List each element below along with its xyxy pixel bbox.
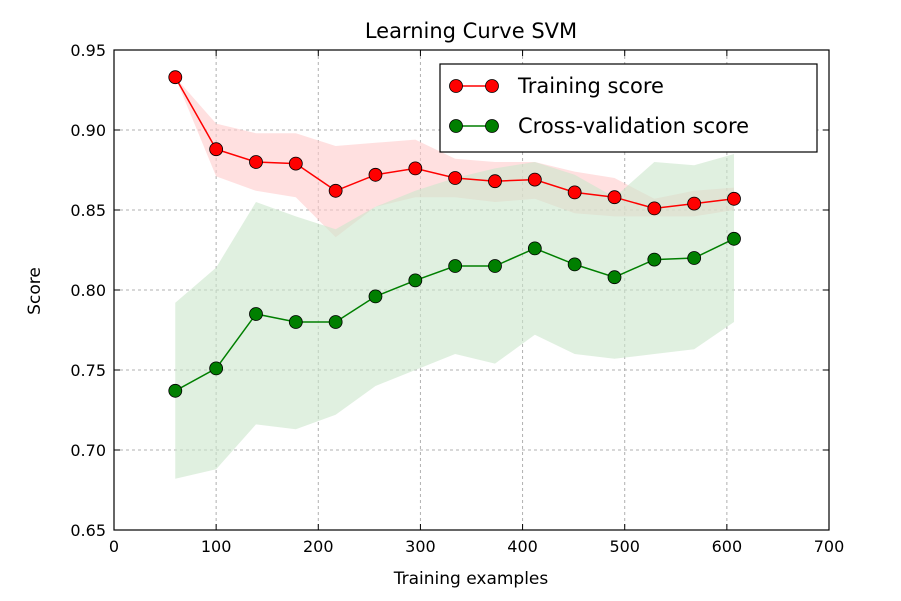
x-axis-title: Training examples xyxy=(393,569,549,589)
data-point-0 xyxy=(328,183,343,198)
data-point-1 xyxy=(168,383,183,398)
legend-label-cv: Cross-validation score xyxy=(518,114,749,138)
data-point-1 xyxy=(249,307,263,321)
data-point-0 xyxy=(647,201,662,216)
data-point-0 xyxy=(607,190,622,205)
x-tick-label: 200 xyxy=(303,537,334,556)
data-point-1 xyxy=(527,241,542,256)
axis-ticks: 0 100 200 300 400 500 600 700 0.65 0.70 0.75 0.80 0.… xyxy=(70,41,844,556)
legend-label-training: Training score xyxy=(517,74,664,98)
data-point-0 xyxy=(448,171,463,185)
data-point-1 xyxy=(368,289,383,304)
data-point-1 xyxy=(209,361,224,376)
data-point-1 xyxy=(567,257,582,272)
data-point-0 xyxy=(368,167,383,182)
y-tick-label: 0.75 xyxy=(70,361,106,380)
data-point-1 xyxy=(727,231,741,246)
data-point-0 xyxy=(687,196,702,211)
data-point-1 xyxy=(647,252,662,267)
x-tick-label: 500 xyxy=(609,537,640,556)
data-point-1 xyxy=(687,251,702,265)
legend-marker-cv xyxy=(485,119,499,133)
y-tick-label: 0.70 xyxy=(70,441,106,460)
data-point-0 xyxy=(567,185,582,200)
data-point-1 xyxy=(607,270,622,285)
series-points xyxy=(168,70,741,398)
y-tick-label: 0.65 xyxy=(70,521,106,540)
score-bands xyxy=(175,77,735,479)
y-tick-label: 0.85 xyxy=(70,201,106,220)
x-tick-label: 300 xyxy=(405,537,436,556)
y-tick-label: 0.95 xyxy=(70,41,106,60)
x-tick-label: 100 xyxy=(201,537,232,556)
data-point-1 xyxy=(488,259,502,273)
x-tick-label: 400 xyxy=(507,537,538,556)
data-point-0 xyxy=(209,142,224,157)
legend-marker-training xyxy=(449,79,463,93)
data-point-0 xyxy=(168,70,183,85)
legend-marker-training xyxy=(485,79,499,93)
legend-box xyxy=(439,63,818,153)
data-point-1 xyxy=(288,315,303,329)
data-point-1 xyxy=(408,273,423,288)
y-axis-title: Score xyxy=(25,267,45,315)
data-point-0 xyxy=(249,155,263,169)
chart-title: Learning Curve SVM xyxy=(365,19,577,43)
data-point-1 xyxy=(328,315,343,329)
y-tick-label: 0.80 xyxy=(70,281,106,300)
x-tick-label: 0 xyxy=(109,537,119,556)
x-tick-label: 700 xyxy=(814,537,845,556)
score-band-1 xyxy=(175,154,735,479)
data-point-0 xyxy=(527,172,542,187)
y-tick-label: 0.90 xyxy=(70,121,106,140)
data-point-0 xyxy=(488,174,502,189)
legend-marker-cv xyxy=(449,119,463,133)
data-point-0 xyxy=(288,156,303,171)
data-point-0 xyxy=(727,191,741,206)
legend: Training score Cross-validation score xyxy=(439,63,818,153)
data-point-1 xyxy=(448,259,463,273)
data-point-0 xyxy=(408,161,423,176)
x-tick-label: 600 xyxy=(712,537,743,556)
